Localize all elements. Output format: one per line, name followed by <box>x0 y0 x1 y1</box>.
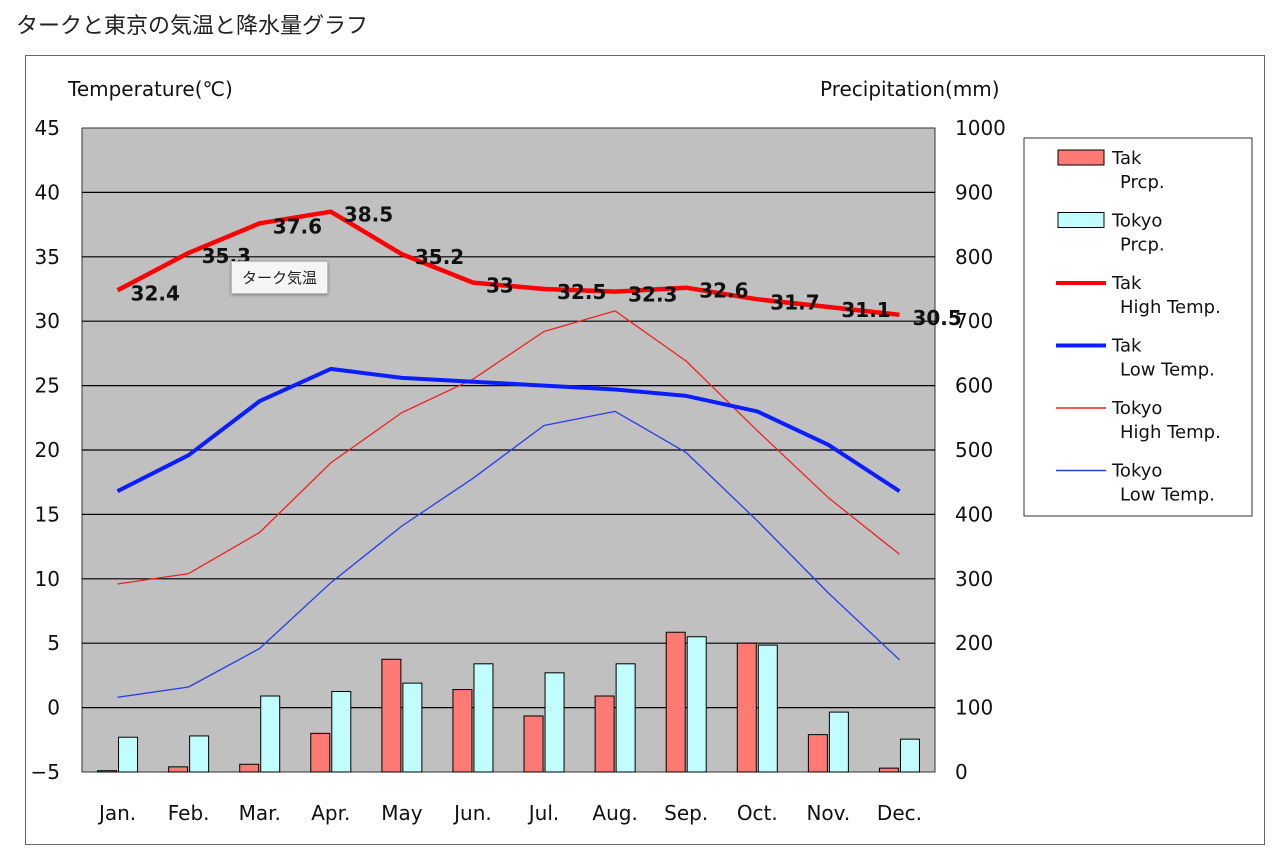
tak-low-temp-line <box>116 366 901 493</box>
tak-prcp-bar <box>736 642 757 773</box>
legend-label-line1: Tak <box>1111 273 1142 294</box>
y-right-tick-label: 100 <box>955 696 993 720</box>
tokyo-prcp-bar <box>899 738 920 773</box>
precipitation-bars <box>97 631 920 773</box>
tak-prcp-bar <box>381 658 402 773</box>
legend-box <box>1023 137 1253 517</box>
y-left-tick-label: 45 <box>35 116 60 140</box>
y-right-tick-label: 0 <box>955 760 968 784</box>
y-left-tick-label: 25 <box>35 374 60 398</box>
x-tick-label: Feb. <box>168 801 210 825</box>
tak-prcp-bar <box>168 766 189 773</box>
x-tick-label: Sep. <box>664 801 708 825</box>
legend-label-line1: Tokyo <box>1111 461 1162 482</box>
y-right-axis-title: Precipitation(mm) <box>820 77 1000 101</box>
y-right-tick-label: 300 <box>955 567 993 591</box>
tak-prcp-bar <box>97 770 118 773</box>
tak-high-data-label: 32.3 <box>628 283 677 307</box>
tak-high-data-label: 30.5 <box>912 306 961 330</box>
tak-prcp-bar <box>594 695 615 773</box>
x-tick-label: Oct. <box>737 801 778 825</box>
tak-high-data-label: 37.6 <box>273 214 322 238</box>
legend-swatch-tokyo-prcp <box>1057 212 1105 228</box>
y-left-tick-label: 15 <box>35 502 60 526</box>
gridlines <box>82 191 935 709</box>
tak-high-data-label: 32.6 <box>699 279 748 303</box>
y-right-tick-label: 500 <box>955 438 993 462</box>
legend-label-line2: High Temp. <box>1120 422 1221 443</box>
y-left-tick-label: 5 <box>47 631 60 655</box>
y-right-tick-label: 700 <box>955 309 993 333</box>
y-left-tick-label: −5 <box>31 760 60 784</box>
tak-high-data-label: 32.4 <box>131 281 180 305</box>
tokyo-high-temp-line <box>117 310 900 585</box>
tokyo-prcp-bar <box>828 711 849 773</box>
tokyo-prcp-bar <box>615 663 636 773</box>
x-tick-label: Jan. <box>97 801 136 825</box>
tak-high-data-label: 32.5 <box>557 280 606 304</box>
y-right-tick-label: 600 <box>955 374 993 398</box>
tokyo-prcp-bar <box>260 695 281 773</box>
tak-high-temp-line <box>116 209 900 318</box>
legend-swatch-tak-prcp <box>1057 149 1105 166</box>
tokyo-prcp-bar <box>757 644 778 773</box>
legend: Tak Prcp. Tokyo Prcp. Tak High Temp. Tak Low Te… <box>1023 137 1253 517</box>
tak-prcp-bar <box>239 763 260 773</box>
x-tick-label: Aug. <box>592 801 637 825</box>
tak-high-data-label: 31.7 <box>770 290 819 314</box>
y-right-tick-label: 900 <box>955 180 993 204</box>
tak-prcp-bar <box>310 732 331 773</box>
page-title: タークと東京の気温と降水量グラフ <box>16 14 369 39</box>
x-tick-label: Jun. <box>452 801 492 825</box>
axes: 454035302520151050−510009008007006005004… <box>31 116 1006 825</box>
legend-label-line2: Prcp. <box>1120 235 1165 256</box>
legend-label-line1: Tokyo <box>1111 211 1162 232</box>
legend-label-line1: Tokyo <box>1111 398 1162 419</box>
tokyo-prcp-bar <box>402 682 423 773</box>
tokyo-prcp-bar <box>686 636 707 773</box>
y-right-tick-label: 400 <box>955 502 993 526</box>
legend-label-line2: Prcp. <box>1120 172 1165 193</box>
tak-prcp-bar <box>807 734 828 773</box>
tak-high-data-label: 33 <box>486 274 514 298</box>
tokyo-low-temp-line <box>117 410 900 698</box>
y-left-tick-label: 35 <box>35 245 60 269</box>
y-right-tick-label: 800 <box>955 245 993 269</box>
x-tick-label: May <box>381 801 423 825</box>
tokyo-prcp-bar <box>331 691 352 773</box>
tak-prcp-bar <box>878 767 899 773</box>
tak-high-data-label: 35.2 <box>415 245 464 269</box>
x-tick-label: Apr. <box>311 801 350 825</box>
tokyo-prcp-bar <box>118 736 139 773</box>
tokyo-prcp-bar <box>473 663 494 773</box>
x-tick-label: Dec. <box>877 801 922 825</box>
tak-high-data-label: 31.1 <box>841 298 890 322</box>
x-tick-label: Mar. <box>239 801 281 825</box>
series-tooltip: ターク気温 <box>231 261 329 294</box>
legend-label-line1: Tak <box>1111 336 1142 357</box>
y-left-tick-label: 20 <box>35 438 60 462</box>
x-tick-label: Nov. <box>806 801 850 825</box>
tak-prcp-bar <box>452 689 473 773</box>
legend-label-line2: High Temp. <box>1120 297 1221 318</box>
y-left-tick-label: 10 <box>35 567 60 591</box>
temperature-lines <box>116 209 901 698</box>
legend-label-line2: Low Temp. <box>1120 485 1215 506</box>
tak-prcp-bar <box>523 715 544 773</box>
y-left-tick-label: 0 <box>47 696 60 720</box>
y-left-tick-label: 30 <box>35 309 60 333</box>
tak-prcp-bar <box>665 631 686 773</box>
tokyo-prcp-bar <box>544 672 565 773</box>
x-tick-label: Jul. <box>527 801 560 825</box>
y-left-axis-title: Temperature(℃) <box>67 77 233 101</box>
legend-label-line1: Tak <box>1111 148 1142 169</box>
tokyo-prcp-bar <box>189 735 210 773</box>
y-right-tick-label: 1000 <box>955 116 1006 140</box>
y-left-tick-label: 40 <box>35 180 60 204</box>
data-labels: 32.435.337.6 38.535.233 32.5 32.3 32.6 31.7 31… <box>131 203 962 330</box>
tak-high-data-label: 38.5 <box>344 203 393 227</box>
legend-label-line2: Low Temp. <box>1120 360 1215 381</box>
y-right-tick-label: 200 <box>955 631 993 655</box>
